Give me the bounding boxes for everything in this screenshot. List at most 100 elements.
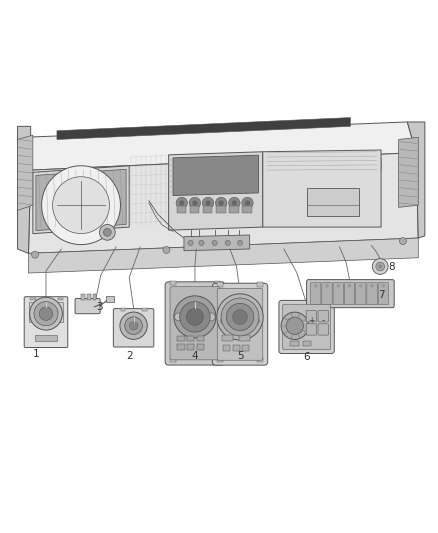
Bar	[30, 297, 35, 301]
Circle shape	[32, 251, 39, 258]
Polygon shape	[399, 138, 418, 207]
Text: 5: 5	[237, 351, 244, 361]
Text: 4: 4	[191, 351, 198, 361]
Bar	[216, 206, 226, 213]
Text: 6: 6	[303, 352, 310, 362]
Text: 3: 3	[96, 302, 103, 312]
Circle shape	[103, 229, 111, 236]
Bar	[106, 296, 113, 302]
Bar	[35, 335, 57, 342]
Circle shape	[378, 264, 382, 269]
Bar	[170, 280, 176, 285]
Bar	[81, 294, 85, 300]
Circle shape	[336, 284, 340, 287]
Text: 7: 7	[378, 290, 385, 301]
Bar	[215, 280, 220, 285]
Circle shape	[245, 200, 250, 206]
Circle shape	[188, 240, 193, 246]
Circle shape	[399, 238, 406, 245]
Bar	[187, 344, 194, 350]
Bar	[242, 206, 252, 213]
Circle shape	[359, 284, 363, 287]
Polygon shape	[36, 169, 126, 231]
FancyBboxPatch shape	[307, 280, 394, 308]
FancyBboxPatch shape	[113, 309, 154, 347]
Circle shape	[242, 197, 253, 209]
Polygon shape	[28, 152, 418, 253]
Bar	[307, 188, 359, 216]
Circle shape	[207, 313, 215, 321]
Circle shape	[314, 284, 318, 287]
Bar	[258, 357, 263, 361]
Text: +: +	[308, 316, 315, 325]
Bar	[242, 345, 249, 351]
Bar	[223, 345, 230, 351]
Circle shape	[174, 296, 216, 338]
Bar	[239, 335, 250, 342]
Circle shape	[217, 294, 263, 340]
Bar	[290, 341, 299, 345]
Polygon shape	[263, 158, 381, 172]
Circle shape	[179, 200, 184, 206]
FancyBboxPatch shape	[165, 282, 225, 365]
Circle shape	[180, 302, 210, 332]
Circle shape	[199, 240, 204, 246]
Circle shape	[229, 197, 240, 209]
Circle shape	[176, 197, 187, 209]
Bar	[222, 335, 233, 342]
Bar	[142, 308, 147, 311]
FancyBboxPatch shape	[318, 311, 328, 322]
Bar	[197, 344, 204, 350]
FancyBboxPatch shape	[170, 287, 220, 360]
Bar	[233, 345, 240, 351]
Circle shape	[202, 197, 214, 209]
Polygon shape	[173, 155, 258, 196]
Circle shape	[125, 317, 142, 335]
Circle shape	[30, 297, 62, 330]
Bar	[121, 308, 125, 311]
Circle shape	[53, 177, 110, 233]
FancyBboxPatch shape	[356, 282, 366, 304]
Polygon shape	[263, 150, 381, 227]
Circle shape	[212, 240, 217, 246]
Circle shape	[237, 240, 243, 246]
Circle shape	[253, 318, 259, 324]
Bar	[203, 206, 212, 213]
Circle shape	[34, 302, 58, 326]
FancyBboxPatch shape	[75, 298, 100, 314]
FancyBboxPatch shape	[306, 324, 317, 335]
Circle shape	[226, 303, 254, 330]
Bar	[303, 341, 311, 345]
Bar	[190, 206, 199, 213]
Bar	[217, 357, 223, 361]
Bar	[92, 294, 96, 300]
Circle shape	[286, 317, 304, 335]
Circle shape	[129, 321, 138, 330]
Text: 8: 8	[389, 262, 396, 271]
Circle shape	[175, 313, 183, 321]
Polygon shape	[169, 152, 263, 230]
Bar	[229, 206, 239, 213]
Bar	[177, 336, 185, 341]
Circle shape	[42, 166, 120, 245]
Bar	[215, 357, 220, 361]
FancyBboxPatch shape	[367, 282, 377, 304]
Bar	[58, 297, 64, 301]
Polygon shape	[184, 235, 250, 251]
Polygon shape	[28, 238, 418, 273]
Bar	[187, 336, 194, 341]
Polygon shape	[24, 122, 416, 170]
Circle shape	[187, 309, 203, 325]
Circle shape	[233, 310, 247, 324]
Circle shape	[348, 284, 351, 287]
Polygon shape	[407, 122, 425, 238]
Circle shape	[325, 284, 329, 287]
Circle shape	[372, 259, 388, 274]
Circle shape	[120, 312, 147, 340]
Circle shape	[189, 197, 201, 209]
FancyBboxPatch shape	[217, 288, 263, 360]
FancyBboxPatch shape	[311, 282, 321, 304]
FancyBboxPatch shape	[306, 311, 317, 322]
Polygon shape	[33, 166, 129, 233]
FancyBboxPatch shape	[322, 282, 332, 304]
